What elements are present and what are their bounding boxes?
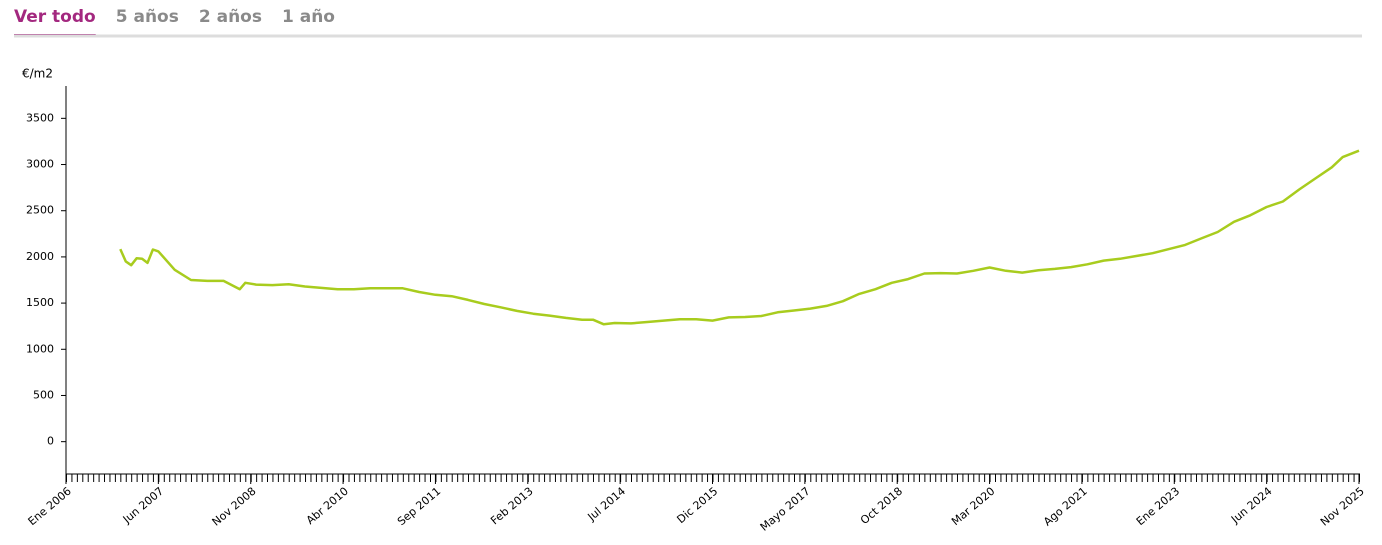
x-tick-label: Feb 2013 [488, 485, 535, 528]
y-tick-label: 2500 [26, 204, 54, 217]
y-tick-label: 1500 [26, 296, 54, 309]
tab[interactable]: 5 años [116, 7, 179, 27]
price-line [119, 149, 1360, 326]
y-tick-label: 500 [33, 388, 54, 401]
y-tick-label: 1000 [26, 342, 54, 355]
y-axis-label: €/m2 [22, 67, 53, 81]
y-tick-label: 3000 [26, 158, 54, 171]
x-tick-label: Nov 2008 [210, 485, 259, 529]
x-tick-label: Ene 2006 [26, 485, 74, 529]
x-tick-label: Jun 2024 [1228, 485, 1274, 527]
tab-bar: Ver todo 5 años 2 años 1 año [14, 7, 335, 37]
y-tick-label: 3500 [26, 111, 54, 124]
x-tick-label: Abr 2010 [304, 485, 351, 527]
y-tick-label: 0 [47, 435, 54, 448]
x-tick-label: Jul 2014 [585, 485, 628, 524]
x-tick-label: Ene 2023 [1134, 485, 1182, 529]
x-tick-label: Mar 2020 [949, 485, 997, 529]
tab[interactable]: 1 año [282, 7, 335, 27]
x-tick-label: Mayo 2017 [758, 485, 813, 534]
x-tick-label: Sep 2011 [395, 485, 443, 529]
x-tick-label: Nov 2025 [1318, 485, 1367, 529]
x-tick-label: Jun 2007 [120, 485, 166, 527]
tab[interactable]: 2 años [199, 7, 262, 27]
x-tick-label: Dic 2015 [674, 485, 720, 527]
y-tick-label: 2000 [26, 250, 54, 263]
x-tick-label: Oct 2018 [858, 485, 905, 527]
tab[interactable]: Ver todo [14, 7, 96, 27]
x-tick-label: Ago 2021 [1041, 485, 1090, 529]
